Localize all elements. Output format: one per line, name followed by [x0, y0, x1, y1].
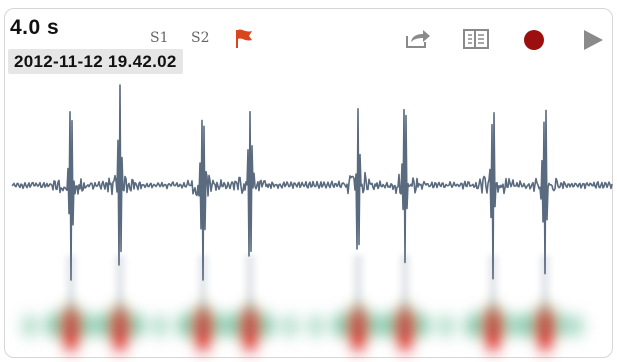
view-toggle-icon[interactable] — [462, 27, 490, 51]
record-icon[interactable] — [522, 28, 546, 52]
s2-marker-button[interactable]: S2 — [191, 30, 210, 46]
share-icon[interactable] — [403, 27, 433, 51]
s1-marker-button[interactable]: S1 — [150, 30, 169, 46]
waveform — [11, 84, 613, 281]
recording-duration: 4.0 s — [10, 16, 60, 39]
spectrogram-streaks — [66, 255, 550, 335]
spectrogram — [21, 303, 585, 352]
play-icon[interactable] — [581, 28, 605, 52]
flag-icon[interactable] — [233, 28, 257, 50]
recording-timestamp: 2012-11-12 19.42.02 — [8, 49, 183, 74]
